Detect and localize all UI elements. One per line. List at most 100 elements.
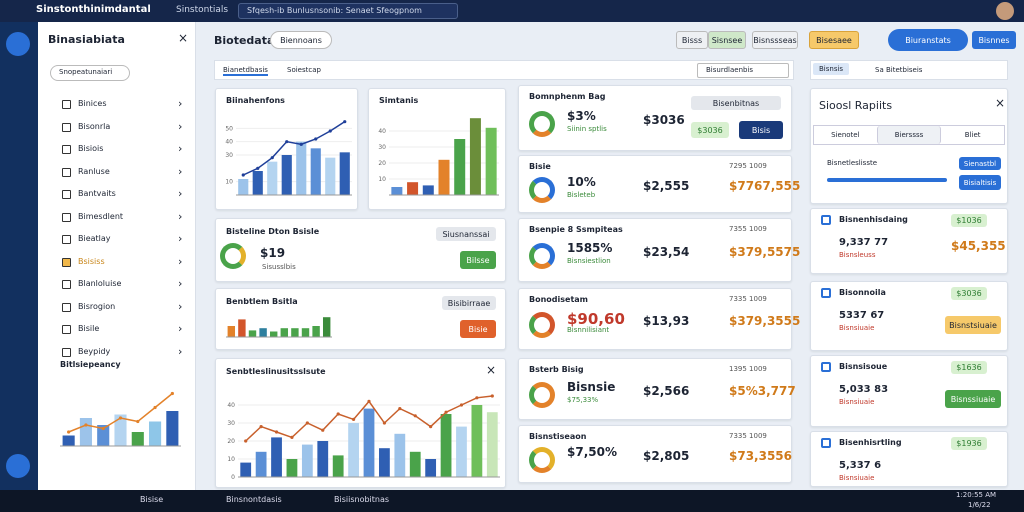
menu-item[interactable]: Blanloluise: [78, 279, 122, 288]
bar: [454, 139, 466, 195]
point: [459, 403, 464, 407]
button[interactable]: Bisialtisis: [959, 175, 1001, 190]
close[interactable]: ×: [995, 96, 1006, 110]
tab[interactable]: Sienotel: [831, 131, 860, 139]
action[interactable]: Biuranstats: [888, 29, 968, 51]
menu-item[interactable]: Bantvaits: [78, 189, 116, 198]
menu-item[interactable]: Beypidy: [78, 346, 111, 356]
tab[interactable]: Bliet: [964, 131, 981, 139]
y-tick-label: 20: [378, 160, 386, 167]
chevron: ›: [178, 344, 183, 358]
page-button[interactable]: Biennoans: [270, 31, 332, 49]
row-meta: 7335 1009: [729, 295, 767, 303]
menu-item[interactable]: Bsisiss: [78, 256, 105, 266]
panel-title: Sioosl Rapiits: [819, 99, 893, 112]
bar: [248, 330, 257, 337]
row-name: Bsterb Bisig: [529, 365, 584, 374]
task-app[interactable]: Bisise: [140, 495, 164, 504]
point: [475, 396, 479, 400]
tab[interactable]: Soiestcap: [287, 66, 321, 74]
badge[interactable]: $1036: [951, 214, 987, 227]
row-meta: 7335 1009: [729, 432, 767, 440]
task-app[interactable]: Bisiisnobitnas: [334, 495, 390, 504]
button[interactable]: Sienastbl: [959, 157, 1001, 170]
badge[interactable]: $1636: [951, 361, 987, 374]
bar: [379, 448, 390, 477]
line: [242, 121, 346, 176]
menu-item[interactable]: Bisrogion: [78, 301, 116, 311]
tab[interactable]: Sa Bitetbiseis: [875, 66, 923, 74]
task-app[interactable]: Binsnontdasis: [226, 495, 282, 504]
help[interactable]: [6, 454, 30, 478]
bar: [286, 459, 298, 477]
point: [444, 410, 448, 414]
tab[interactable]: Bianetdbasis: [223, 66, 268, 76]
bar: [281, 155, 292, 195]
close[interactable]: ×: [178, 31, 189, 45]
menu-item[interactable]: Ranluse: [78, 166, 110, 176]
row-sub: Siinin sptlis: [567, 125, 607, 133]
sidebar-title: Binasiabiata: [48, 33, 125, 46]
bar: [471, 405, 483, 477]
menu-item[interactable]: Bimesdlent: [78, 211, 124, 221]
action[interactable]: Bisss: [676, 31, 708, 49]
badge[interactable]: $1936: [951, 437, 987, 450]
bar: [131, 432, 144, 446]
button[interactable]: Bisibirraae: [442, 296, 496, 310]
row-name: Bisnstiseaon: [529, 432, 587, 441]
action[interactable]: Bisesaee: [809, 31, 859, 49]
tab-bar: Bianetdbasis Soiestcap Bisurdlaenbis: [214, 60, 794, 80]
badge[interactable]: $3036: [951, 287, 987, 300]
bar: [394, 433, 406, 477]
action[interactable]: Sisnsee: [708, 31, 746, 49]
tab[interactable]: Bisnsis: [813, 63, 850, 75]
button[interactable]: Bilsse: [460, 251, 496, 269]
sidebar: Binasiabiata × Snopeatunaiari Binices › Bi…: [38, 22, 196, 490]
chevron: ›: [178, 277, 183, 290]
menu-icon: [62, 257, 71, 267]
tab[interactable]: Bierssss: [876, 126, 942, 144]
button[interactable]: Bisnssiuaie: [945, 390, 1001, 408]
menu-item[interactable]: Bisonrla: [78, 121, 111, 131]
address-bar[interactable]: Sfqesh-ib Bunlusnsonib: Senaet Sfeogpnom: [238, 3, 458, 19]
bench-chart: [226, 317, 332, 338]
bar: [312, 326, 320, 337]
point: [321, 428, 325, 432]
point: [336, 412, 340, 416]
button[interactable]: Bisnstsiuaie: [945, 316, 1001, 334]
point: [241, 173, 245, 177]
item-sub: Bisnsiuaie: [839, 474, 875, 482]
bar: [425, 459, 437, 477]
action[interactable]: Bisnssseas: [752, 31, 798, 49]
button[interactable]: Bisis: [739, 121, 783, 139]
bar: [310, 148, 321, 195]
menu-item[interactable]: Bisiois: [78, 144, 104, 153]
point: [305, 421, 309, 425]
avatar[interactable]: [996, 2, 1014, 20]
search[interactable]: Bisurdlaenbis: [697, 63, 789, 78]
taskbar: Bisise Binsnontdasis Bisiisnobitnas 1:20…: [0, 490, 1024, 512]
date: 1/6/22: [968, 501, 991, 509]
logo[interactable]: [6, 32, 30, 56]
amount-tag[interactable]: $3036: [691, 122, 729, 138]
bar: [255, 451, 267, 477]
button[interactable]: Siusnanssai: [436, 227, 496, 241]
y-tick-label: 10: [227, 456, 235, 463]
button[interactable]: Bisie: [460, 320, 496, 338]
search[interactable]: Snopeatunaiari: [50, 65, 130, 81]
menu-item[interactable]: Bisile: [78, 324, 100, 333]
menu-item[interactable]: Binices: [78, 99, 107, 108]
bar: [114, 414, 127, 446]
row-meta: 7355 1009: [729, 225, 767, 233]
close[interactable]: ×: [486, 363, 497, 377]
card-title: Biinahenfons: [226, 96, 285, 105]
row-sub: $75,33%: [567, 396, 599, 404]
bar: [240, 462, 252, 477]
bar: [486, 412, 498, 477]
tab[interactable]: Sinstontials: [176, 5, 229, 15]
action[interactable]: Bisnnes: [972, 31, 1016, 49]
point: [429, 425, 433, 429]
menu-item[interactable]: Bieatlay: [78, 234, 111, 243]
tag[interactable]: Bisenbitnas: [691, 96, 781, 110]
slider[interactable]: [827, 178, 947, 182]
